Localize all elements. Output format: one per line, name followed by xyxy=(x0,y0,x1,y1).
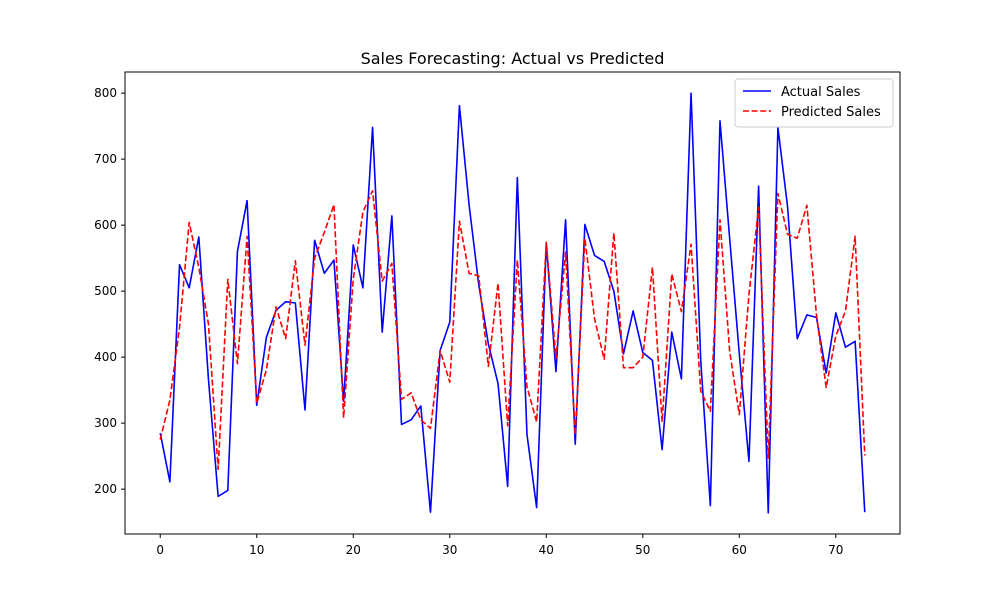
x-axis: 0 10 20 30 40 50 60 70 xyxy=(156,534,843,557)
legend: Actual Sales Predicted Sales xyxy=(734,78,894,128)
legend-label-2: Predicted Sales xyxy=(781,105,881,120)
chart-title: Sales Forecasting: Actual vs Predicted xyxy=(361,49,665,68)
x-tick-label: 40 xyxy=(539,543,554,557)
y-tick-label: 200 xyxy=(94,482,117,496)
y-tick-label: 300 xyxy=(94,416,117,430)
y-tick-label: 600 xyxy=(94,218,117,232)
legend-box xyxy=(734,78,894,128)
y-axis: 200 300 400 500 600 700 800 xyxy=(94,86,125,496)
plot-frame xyxy=(124,71,901,535)
x-tick-label: 30 xyxy=(442,543,457,557)
series-line-2 xyxy=(159,190,866,471)
y-tick-label: 700 xyxy=(94,152,117,166)
x-tick-label: 60 xyxy=(732,543,747,557)
legend-label-1: Actual Sales xyxy=(781,85,861,100)
y-tick-label: 500 xyxy=(94,284,117,298)
x-tick-label: 50 xyxy=(635,543,650,557)
x-tick-label: 20 xyxy=(346,543,361,557)
y-tick-label: 400 xyxy=(94,350,117,364)
x-tick-label: 0 xyxy=(156,543,164,557)
plot-area xyxy=(159,92,866,514)
x-tick-label: 70 xyxy=(828,543,843,557)
x-tick-label: 10 xyxy=(249,543,264,557)
y-tick-label: 800 xyxy=(94,86,117,100)
